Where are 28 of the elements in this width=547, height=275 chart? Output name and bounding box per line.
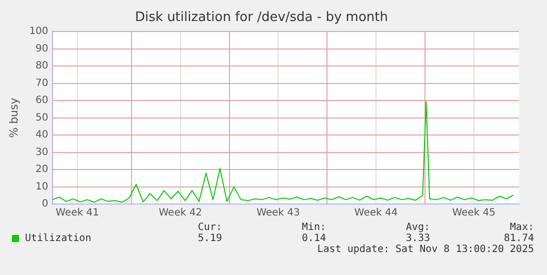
x-tick-label: Week 45 xyxy=(452,208,496,219)
text: Min: xyxy=(300,222,326,233)
text: Max: xyxy=(508,222,534,233)
y-tick-label: 40 xyxy=(36,130,48,141)
text: Last update: Sat Nov 8 13:00:20 2025 xyxy=(316,244,534,255)
y-tick-label: 30 xyxy=(36,146,48,158)
y-tick-label: 80 xyxy=(36,60,48,72)
y-tick-label: 50 xyxy=(36,112,48,124)
x-tick-label: Week 44 xyxy=(354,208,398,219)
chart-title: Disk utilization for /dev/sda - by month xyxy=(135,10,388,26)
x-tick-label: Week 43 xyxy=(256,208,300,219)
x-tick-label: Week 41 xyxy=(56,208,99,219)
x-tick-label: Week 42 xyxy=(158,208,202,219)
y-axis-title: % busy xyxy=(7,97,20,138)
text: Avg: xyxy=(404,222,430,233)
text: 0.14 xyxy=(300,233,326,244)
legend-label: Utilization xyxy=(25,233,92,244)
y-tick-label: 0 xyxy=(42,198,48,210)
text: 5.19 xyxy=(196,233,222,244)
y-tick-label: 90 xyxy=(36,43,48,54)
y-tick-label: 10 xyxy=(36,181,48,192)
text: Cur: xyxy=(196,222,222,233)
y-tick-label: 100 xyxy=(29,26,48,38)
text: 3.33 xyxy=(404,233,430,244)
y-tick-label: 20 xyxy=(36,164,48,176)
y-tick-label: 60 xyxy=(36,95,48,106)
text: 81.74 xyxy=(502,233,534,244)
y-tick-label: 70 xyxy=(36,78,48,89)
